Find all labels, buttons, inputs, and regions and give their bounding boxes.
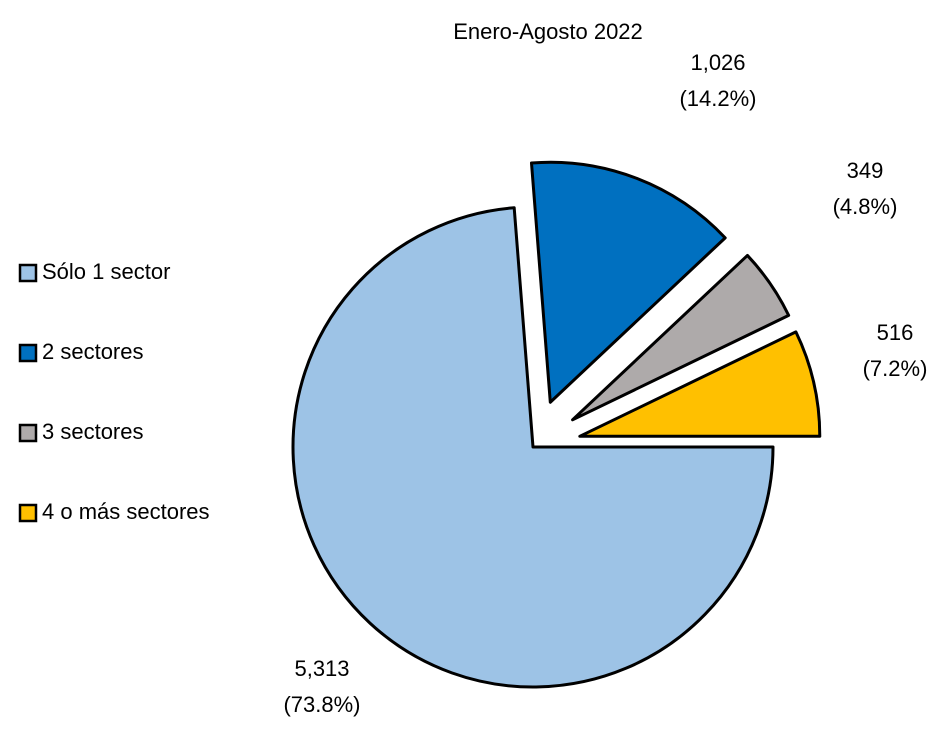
legend-swatch — [18, 423, 38, 443]
legend-label: 2 sectores — [42, 339, 144, 364]
value-label: 1,026 — [690, 50, 745, 75]
legend-label: 3 sectores — [42, 419, 144, 444]
legend-label: Sólo 1 sector — [42, 259, 170, 284]
value-label: 5,313 — [294, 656, 349, 681]
percent-label: (7.2%) — [863, 356, 928, 381]
percent-label: (73.8%) — [283, 692, 360, 717]
chart-title: Enero-Agosto 2022 — [453, 19, 643, 44]
percent-label: (4.8%) — [833, 194, 898, 219]
percent-label: (14.2%) — [679, 86, 756, 111]
pie-slice — [578, 330, 822, 438]
legend-swatch — [18, 503, 38, 523]
value-label: 349 — [847, 158, 884, 183]
pie-slice — [529, 160, 727, 404]
legend-swatch — [18, 343, 38, 363]
legend-swatch — [18, 263, 38, 283]
value-label: 516 — [877, 320, 914, 345]
pie-slice — [571, 253, 791, 422]
pie-slice — [291, 206, 775, 689]
legend-label: 4 o más sectores — [42, 499, 210, 524]
